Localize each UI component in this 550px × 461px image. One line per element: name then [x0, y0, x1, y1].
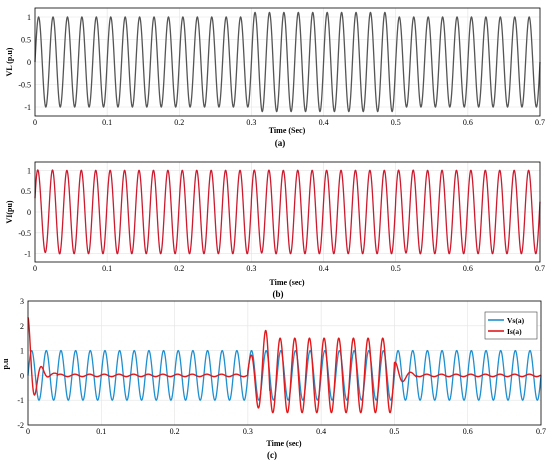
caption-a: (a) [275, 138, 286, 148]
series-vi-line [34, 169, 541, 255]
y-tick-label: 1 [27, 13, 31, 22]
y-tick-label: 0.5 [21, 36, 31, 45]
x-tick-label: 0.6 [463, 427, 473, 436]
y-tick-label: -0.5 [18, 229, 31, 238]
x-tick-label: 0.5 [389, 427, 399, 436]
x-tick-label: 0.7 [536, 427, 546, 436]
x-tick-labels-a: 0 0.1 0.2 0.3 0.4 0.5 0.6 0.7 [33, 118, 545, 127]
y-tick-label: 3 [20, 297, 24, 306]
x-tick-label: 0.2 [174, 264, 184, 273]
x-tick-label: 0.1 [102, 118, 112, 127]
panel-c: -2 -1 0 1 2 3 0 0.1 0.2 0.3 0.4 0.5 0.6 0.7 p.u Time… [1, 297, 546, 460]
plot-area-c [28, 301, 541, 425]
axes-frame-b [34, 161, 541, 263]
x-tick-label: 0.5 [391, 118, 401, 127]
x-tick-label: 0.1 [102, 264, 112, 273]
x-tick-label: 0.7 [535, 264, 545, 273]
x-tick-label: 0.3 [246, 118, 256, 127]
series-is-line [27, 317, 542, 414]
caption-c: (c) [267, 450, 277, 460]
y-tick-labels-b: -1 -0.5 0 0.5 1 [18, 166, 31, 258]
x-tick-label: 0.2 [174, 118, 184, 127]
x-tick-label: 0.3 [243, 427, 253, 436]
y-tick-label: 0 [20, 371, 24, 380]
y-tick-label: -2 [17, 421, 24, 430]
legend-box [484, 311, 538, 340]
axes-frame-c [27, 300, 542, 426]
x-axis-title-c: Time (sec) [266, 439, 302, 448]
legend-label-is: Is(a) [507, 327, 522, 336]
caption-b: (b) [273, 289, 284, 299]
y-axis-title-c: p.u [1, 358, 10, 369]
x-tick-label: 0.2 [170, 427, 180, 436]
x-tick-labels-b: 0 0.1 0.2 0.3 0.4 0.5 0.6 0.7 [33, 264, 545, 273]
panel-a: -1 -0.5 0 0.5 1 0 0.1 0.2 0.3 0.4 0.5 0.6 0.7 VL (p… [5, 7, 545, 148]
y-tick-label: -1 [24, 103, 31, 112]
x-tick-label: 0.4 [319, 118, 329, 127]
y-tick-labels-c: -2 -1 0 1 2 3 [17, 297, 24, 430]
x-axis-title-b: Time (sec) [269, 278, 305, 287]
x-tick-label: 0 [33, 118, 37, 127]
x-tick-label: 0.7 [535, 118, 545, 127]
x-tick-label: 0.5 [391, 264, 401, 273]
y-tick-label: 0 [27, 208, 31, 217]
legend: Vs(a) Is(a) [484, 311, 538, 340]
x-axis-title-a: Time (Sec) [269, 126, 306, 135]
x-tick-label: 0 [33, 264, 37, 273]
y-axis-title-a: VL (p.u) [5, 47, 14, 76]
legend-label-vs: Vs(a) [507, 316, 525, 325]
series-vl-line [34, 11, 541, 113]
x-tick-label: 0.6 [463, 118, 473, 127]
y-tick-label: -1 [17, 396, 24, 405]
y-tick-label: 1 [27, 166, 31, 175]
x-tick-label: 0.4 [319, 264, 329, 273]
y-tick-label: 0.5 [21, 187, 31, 196]
y-tick-labels-a: -1 -0.5 0 0.5 1 [18, 13, 31, 112]
panel-b: -1 -0.5 0 0.5 1 0 0.1 0.2 0.3 0.4 0.5 0.6 0.7 VI(pu… [5, 161, 545, 299]
y-tick-label: 0 [27, 58, 31, 67]
y-tick-label: -0.5 [18, 81, 31, 90]
x-tick-label: 0.4 [316, 427, 326, 436]
axes-frame-a [34, 7, 541, 117]
x-tick-label: 0.1 [96, 427, 106, 436]
x-tick-label: 0.3 [246, 264, 256, 273]
y-tick-label: 2 [20, 322, 24, 331]
y-tick-label: 1 [20, 347, 24, 356]
x-tick-label: 0 [26, 427, 30, 436]
x-tick-labels-c: 0 0.1 0.2 0.3 0.4 0.5 0.6 0.7 [26, 427, 546, 436]
y-axis-title-b: VI(pu) [5, 200, 14, 223]
y-tick-label: -1 [24, 250, 31, 259]
x-tick-label: 0.6 [463, 264, 473, 273]
